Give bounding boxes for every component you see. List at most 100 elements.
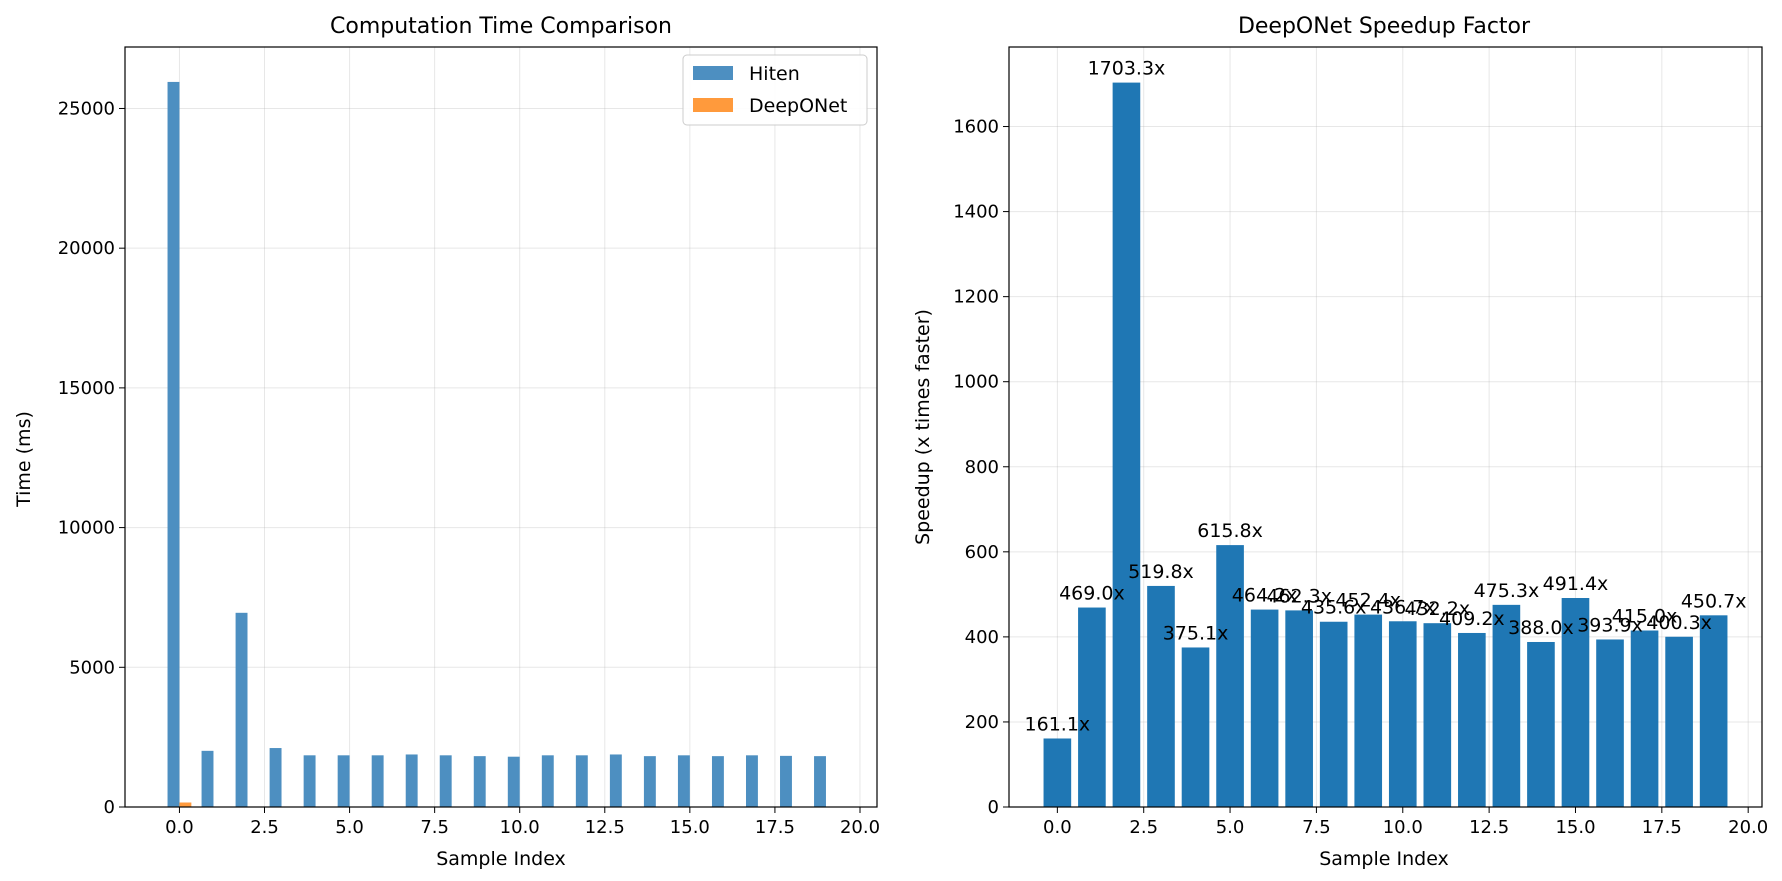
bar-speedup [1354,614,1383,807]
x-axis-label: Sample Index [1319,848,1449,870]
bar-hiten [337,755,350,807]
bar-hiten [371,755,384,807]
x-tick-label: 0.0 [165,817,194,838]
x-tick-label: 10.0 [1383,817,1423,838]
bar-speedup [1043,738,1072,807]
x-tick-label: 7.5 [1302,817,1331,838]
bar-hiten [303,755,316,807]
x-tick-label: 7.5 [420,817,449,838]
x-tick-label: 12.5 [585,817,625,838]
bar-hiten [405,754,418,807]
x-axis-label: Sample Index [436,848,566,870]
bar-value-label: 462.3x [1266,585,1332,607]
bar-speedup [1423,623,1452,807]
bar-value-label: 400.3x [1646,612,1712,634]
x-tick-label: 17.5 [1642,817,1682,838]
bar-value-label: 393.9x [1577,614,1643,636]
x-tick-label: 17.5 [755,817,795,838]
y-tick-label: 200 [965,712,999,733]
y-tick-label: 0 [988,797,999,818]
x-tick-label: 20.0 [1728,817,1768,838]
bar-speedup [1285,610,1313,807]
bar-value-label: 1703.3x [1088,58,1166,80]
bar-value-label: 161.1x [1025,713,1091,735]
x-tick-label: 15.0 [1555,817,1595,838]
bar-hiten [643,756,656,807]
bar-value-label: 491.4x [1543,573,1609,595]
bar-hiten [541,755,554,807]
y-tick-label: 25000 [58,98,115,119]
y-tick-label: 1600 [953,117,999,138]
y-tick-label: 10000 [58,518,115,539]
bar-hiten [201,750,214,807]
x-tick-label: 10.0 [500,817,540,838]
bar-value-label: 409.2x [1439,608,1505,630]
bar-value-label: 519.8x [1128,561,1194,583]
plot-frame [124,46,878,808]
bar-value-label: 475.3x [1474,580,1540,602]
bar-speedup [1112,82,1141,807]
y-tick-label: 15000 [58,378,115,399]
y-tick-label: 20000 [58,238,115,259]
axis-ticks: 0.0 2.5 5.0 7.5 10.0 12.5 15.0 17.5 20.0 0 5000 100… [58,98,880,838]
legend-swatch-deeponet [693,98,733,112]
y-tick-label: 5000 [69,657,115,678]
bar-hiten [677,755,690,807]
bars [1043,82,1728,807]
bar-speedup [1181,647,1210,807]
bar-value-label: 415.0x [1612,606,1678,628]
x-tick-label: 15.0 [670,817,710,838]
bar-hiten [235,612,248,807]
bar-speedup [1561,598,1590,807]
bar-speedup [1492,604,1521,807]
x-tick-label: 20.0 [840,817,880,838]
bar-value-label: 436.7x [1370,596,1436,618]
bar-hiten [473,756,486,807]
y-tick-label: 1400 [953,202,999,223]
bar-value-label: 375.1x [1163,622,1229,644]
bar-value-labels: 161.1x 469.0x 1703.3x 519.8x 375.1x 615.8x 464… [1025,58,1747,736]
bar-hiten [711,756,724,807]
time-comparison-chart: Computation Time Comparison Sample Index… [13,14,880,870]
bar-speedup [1147,585,1175,807]
bar-value-label: 450.7x [1681,590,1747,612]
y-axis-label: Time (ms) [13,411,35,508]
y-axis-label: Speedup (x times faster) [912,309,934,545]
legend-label-hiten: Hiten [749,63,800,85]
bar-value-label: 435.6x [1301,597,1367,619]
x-tick-label: 5.0 [1216,817,1245,838]
y-tick-label: 0 [104,797,115,818]
bar-hiten [780,755,792,807]
bar-hiten [814,756,826,807]
bar-speedup [1388,621,1417,807]
bar-speedup [1078,607,1106,807]
chart-title: DeepONet Speedup Factor [1238,14,1531,39]
bar-value-label: 432.2x [1404,598,1470,620]
x-tick-label: 2.5 [1129,817,1158,838]
x-tick-label: 5.0 [335,817,364,838]
bar-speedup [1527,641,1555,807]
bar-speedup [1216,545,1244,807]
bar-hiten [439,755,452,807]
bar-speedup [1630,630,1659,807]
axis-ticks: 0.0 2.5 5.0 7.5 10.0 12.5 15.0 17.5 20.0 0 200 400 6… [953,117,1768,838]
y-tick-label: 800 [965,457,999,478]
x-tick-label: 2.5 [250,817,279,838]
bar-value-label: 469.0x [1059,583,1125,605]
chart-title: Computation Time Comparison [330,14,672,39]
speedup-chart: DeepONet Speedup Factor Sample Index Spe… [912,14,1768,870]
grid [125,47,877,808]
bar-speedup [1458,632,1486,807]
plot-frame [1008,46,1763,808]
bar-value-label: 464.2x [1232,585,1298,607]
bar-hiten [575,755,588,807]
bar-speedup [1596,639,1624,807]
bar-value-label: 452.4x [1335,590,1401,612]
y-tick-label: 1200 [953,287,999,308]
bars [167,81,838,808]
bar-speedup [1699,615,1728,807]
bar-value-label: 615.8x [1197,520,1263,542]
y-tick-label: 600 [965,542,999,563]
bar-hiten [269,748,282,807]
